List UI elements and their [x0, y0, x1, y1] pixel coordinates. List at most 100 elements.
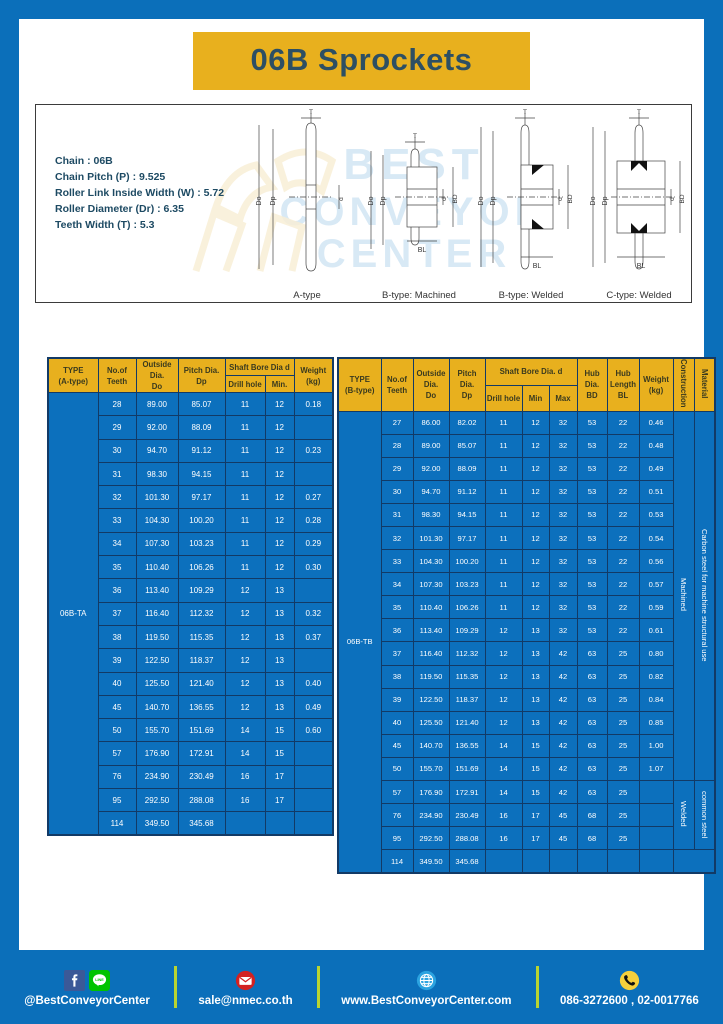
cell-min: 15: [264, 741, 295, 766]
cell-teeth: 95: [97, 788, 137, 813]
figure-b-machined-caption: B-type: Machined: [382, 290, 456, 301]
cell-outside-dia: 234.90: [412, 803, 450, 828]
col-type: TYPE (B-type): [337, 357, 382, 412]
table-row: 06B-TB 27 86.00 82.02 11 12 32 53 22 0.46 Machined…: [337, 410, 716, 874]
spec-teeth-width: Teeth Width (T) : 5.3: [55, 219, 155, 231]
table-b-body: 06B-TB 27 86.00 82.02 11 12 32 53 22 0.46 Machined…: [337, 410, 716, 874]
table-row: 37 116.40 112.32 12 13 42 63 25 0.80: [338, 641, 715, 666]
col-drill-hole: Drill hole: [484, 384, 523, 412]
col-teeth: No.of Teeth: [380, 357, 414, 412]
col-type: TYPE (A-type): [47, 357, 99, 393]
footer-social[interactable]: LINE @BestConveyorCenter: [0, 952, 174, 1024]
cell-outside-dia: 92.00: [135, 415, 179, 440]
svg-text:Dp: Dp: [490, 196, 497, 205]
cell-hub-dia: 53: [576, 410, 608, 435]
cell-pitch-dia: 112.32: [448, 641, 486, 666]
cell-outside-dia: 107.30: [412, 572, 450, 597]
cell-max: 32: [548, 595, 578, 620]
email-address[interactable]: sale@nmec.co.th: [198, 994, 293, 1007]
cell-min: 12: [264, 531, 295, 557]
facebook-icon[interactable]: [64, 969, 86, 991]
cell-outside-dia: 104.30: [135, 508, 179, 533]
cell-hub-dia: 53: [576, 572, 608, 597]
cell-weight: [293, 461, 334, 487]
line-icon[interactable]: LINE: [89, 969, 111, 991]
cell-pitch-dia: 88.09: [177, 415, 226, 440]
cell-weight: 0.49: [638, 456, 674, 481]
cell-drill-hole: 11: [224, 508, 266, 533]
cell-outside-dia: 122.50: [135, 648, 179, 673]
cell-hub-length: 22: [606, 433, 640, 458]
cell-outside-dia: 292.50: [135, 788, 179, 813]
cell-teeth: 35: [380, 595, 414, 620]
footer-phone[interactable]: 086-3272600 , 02-0017766: [535, 952, 723, 1024]
cell-min: 13: [521, 641, 550, 666]
cell-pitch-dia: 118.37: [177, 648, 226, 673]
table-row: 35 110.40 106.26 11 12 32 53 22 0.59: [338, 595, 715, 620]
cell-pitch-dia: 230.49: [177, 764, 226, 790]
table-a-body: 06B-TA 28 89.00 85.07 11 12 0.18 29 92.00 88.09 11…: [47, 391, 334, 836]
cell-drill-hole: 12: [484, 710, 523, 735]
cell-hub-length: 25: [606, 803, 640, 828]
cell-hub-length: 25: [606, 641, 640, 666]
cell-max: 45: [548, 826, 578, 851]
cell-min: 13: [264, 648, 295, 673]
cell-min: 12: [521, 410, 550, 435]
cell-weight: 0.46: [638, 410, 674, 435]
cell-max: 32: [548, 572, 578, 597]
cell-drill-hole: 16: [224, 764, 266, 790]
cell-teeth: 37: [380, 641, 414, 666]
cell-pitch-dia: 100.20: [177, 508, 226, 533]
cell-drill-hole: [484, 849, 523, 874]
cell-drill-hole: 11: [224, 485, 266, 510]
cell-max: 32: [548, 502, 578, 527]
facebook-handle[interactable]: @BestConveyorCenter: [24, 994, 150, 1007]
cell-pitch-dia: 85.07: [448, 433, 486, 458]
cell-drill-hole: 11: [484, 595, 523, 620]
footer-website[interactable]: www.BestConveyorCenter.com: [316, 952, 536, 1024]
cell-pitch-dia: 230.49: [448, 803, 486, 828]
cell-pitch-dia: 118.37: [448, 687, 486, 712]
col-max: Max: [548, 384, 578, 412]
cell-pitch-dia: 91.12: [177, 438, 226, 463]
cell-min: 12: [264, 461, 295, 487]
cell-teeth: 38: [97, 624, 137, 650]
cell-min: 13: [521, 687, 550, 712]
cell-outside-dia: 86.00: [412, 410, 450, 435]
cell-hub-dia: 53: [576, 479, 608, 504]
globe-icon[interactable]: [416, 970, 437, 991]
cell-min: 13: [264, 671, 295, 696]
cell-hub-dia: 63: [576, 641, 608, 666]
title-container: 06B Sprockets: [19, 32, 704, 90]
cell-outside-dia: 101.30: [412, 525, 450, 551]
cell-pitch-dia: 82.02: [448, 410, 486, 435]
cell-weight: [638, 849, 674, 874]
cell-teeth: 57: [97, 741, 137, 766]
cell-weight: [293, 764, 334, 790]
phone-number[interactable]: 086-3272600 , 02-0017766: [560, 994, 699, 1007]
cell-drill-hole: 11: [484, 502, 523, 527]
cell-pitch-dia: 103.23: [177, 531, 226, 557]
table-row: 28 89.00 85.07 11 12 32 53 22 0.48: [338, 433, 715, 458]
cell-hub-dia: 53: [576, 549, 608, 574]
figure-b-type-machined: Do Dp d BD T BL B-type: Machined: [363, 109, 475, 302]
website-url[interactable]: www.BestConveyorCenter.com: [341, 994, 512, 1007]
cell-max: 42: [548, 664, 578, 689]
cell-teeth: 45: [97, 694, 137, 720]
table-row: 45 140.70 136.55 14 15 42 63 25 1.00: [338, 733, 715, 758]
cell-hub-dia: 53: [576, 433, 608, 458]
cell-outside-dia: 89.00: [135, 391, 179, 417]
footer-email[interactable]: sale@nmec.co.th: [174, 952, 317, 1024]
phone-icon[interactable]: [619, 970, 640, 991]
cell-construction: Machined: [672, 410, 695, 782]
cell-weight: [293, 648, 334, 673]
cell-teeth: 114: [97, 811, 137, 836]
cell-min: 12: [264, 391, 295, 417]
table-row: 36 113.40 109.29 12 13: [48, 578, 334, 603]
table-row: 29 92.00 88.09 11 12 32 53 22 0.49: [338, 456, 715, 481]
cell-drill-hole: 11: [224, 555, 266, 580]
cell-teeth: 29: [380, 456, 414, 481]
cell-hub-dia: 63: [576, 756, 608, 782]
col-pitch-dia: Pitch Dia. Dp: [448, 357, 486, 412]
email-icon[interactable]: [235, 970, 256, 991]
